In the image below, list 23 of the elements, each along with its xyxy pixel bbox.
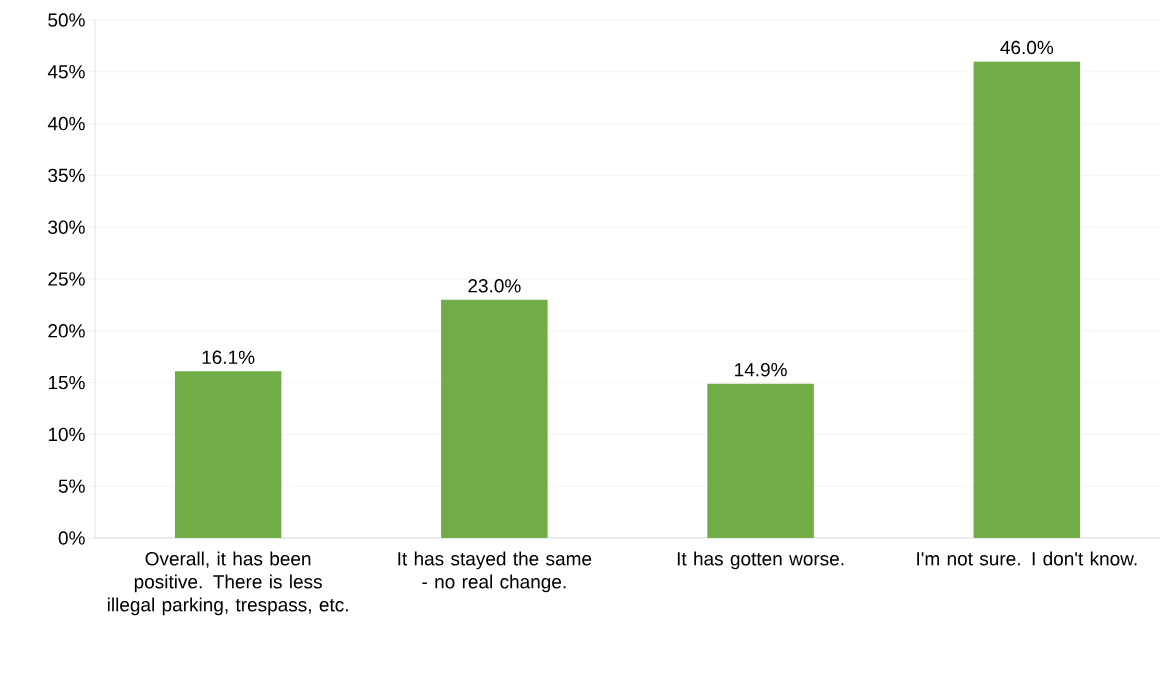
y-tick-label: 45% <box>47 65 85 79</box>
y-tick-label: 25% <box>48 272 85 286</box>
bar <box>441 299 548 538</box>
y-tick-label: 10% <box>48 427 85 442</box>
x-tick-label: I'm not sure. I don't know. <box>917 551 1137 566</box>
bar <box>973 61 1081 538</box>
x-tick-label: It has gotten worse. <box>677 551 844 570</box>
y-tick-label: 5% <box>58 479 85 493</box>
bar <box>174 371 282 538</box>
data-label: 16.1% <box>202 350 255 364</box>
x-tick-label: It has stayed the same - no real change. <box>398 551 592 593</box>
y-tick-label: 15% <box>48 375 85 390</box>
data-label: 46.0% <box>1000 40 1054 55</box>
bar <box>707 383 814 538</box>
data-label: 23.0% <box>468 279 521 293</box>
y-tick-label: 0% <box>58 531 85 545</box>
y-tick-label: 40% <box>47 116 85 131</box>
y-tick-label: 20% <box>48 324 85 338</box>
y-tick-label: 35% <box>48 168 85 183</box>
data-label: 14.9% <box>735 362 787 377</box>
y-tick-label: 50% <box>48 13 85 27</box>
y-tick-label: 30% <box>48 220 85 234</box>
x-tick-label: Overall, it has been positive. There is less illegal parking, trespass, etc. <box>107 551 348 616</box>
